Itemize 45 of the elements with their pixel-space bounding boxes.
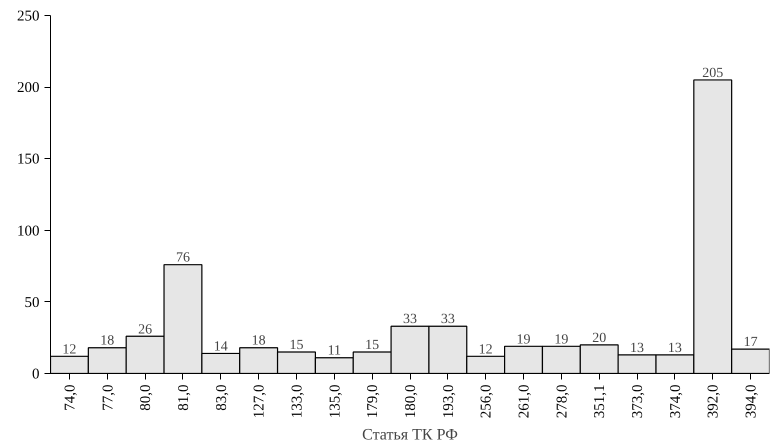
x-tick-label: 180,0 bbox=[403, 384, 419, 418]
data-label: 19 bbox=[554, 332, 568, 348]
x-tick-label: 80,0 bbox=[138, 384, 154, 411]
x-tick-label: 74,0 bbox=[62, 384, 78, 411]
y-tick-label: 150 bbox=[17, 152, 40, 168]
data-label: 26 bbox=[138, 322, 152, 338]
x-tick-label: 179,0 bbox=[365, 384, 382, 418]
data-label: 15 bbox=[365, 338, 380, 354]
data-label: 12 bbox=[62, 342, 76, 358]
data-label: 12 bbox=[478, 342, 493, 358]
x-tick-label: 256,0 bbox=[478, 384, 495, 418]
x-tick-label: 81,0 bbox=[176, 384, 192, 411]
data-label: 18 bbox=[252, 334, 266, 349]
x-tick-label: 133,0 bbox=[289, 384, 306, 418]
data-label: 14 bbox=[214, 339, 228, 354]
data-label: 33 bbox=[440, 312, 455, 328]
x-tick-label: 351,1 bbox=[592, 384, 608, 418]
data-label: 20 bbox=[592, 330, 606, 346]
x-tick-label: 83,0 bbox=[214, 384, 230, 411]
y-tick-label: 100 bbox=[17, 223, 40, 240]
x-tick-label: 261,0 bbox=[516, 384, 533, 418]
data-label: 13 bbox=[630, 340, 644, 356]
x-tick-label: 373,0 bbox=[630, 384, 646, 418]
x-tick-label: 135,0 bbox=[327, 384, 344, 418]
x-tick-label: 394,0 bbox=[744, 384, 760, 418]
x-tick-label: 374,0 bbox=[668, 384, 684, 418]
data-label: 33 bbox=[403, 312, 417, 328]
data-label: 205 bbox=[702, 66, 724, 81]
x-tick-label: 193,0 bbox=[440, 384, 457, 418]
y-tick-label: 200 bbox=[17, 80, 40, 96]
x-axis-title: Статья ТК РФ bbox=[362, 426, 458, 444]
x-tick-label: 392,0 bbox=[706, 384, 722, 418]
y-tick-label: 50 bbox=[24, 294, 40, 311]
data-label: 76 bbox=[176, 250, 190, 266]
data-label: 19 bbox=[516, 332, 531, 348]
data-label: 15 bbox=[289, 338, 304, 354]
x-tick-label: 127,0 bbox=[252, 384, 268, 418]
data-label: 11 bbox=[328, 344, 342, 359]
data-label: 18 bbox=[100, 334, 114, 349]
y-tick-label: 250 bbox=[17, 8, 40, 24]
data-label: 13 bbox=[668, 340, 682, 356]
x-tick-label: 77,0 bbox=[100, 384, 116, 411]
x-tick-label: 278,0 bbox=[554, 384, 570, 418]
y-tick-label: 0 bbox=[32, 366, 40, 382]
data-label: 17 bbox=[744, 335, 758, 350]
